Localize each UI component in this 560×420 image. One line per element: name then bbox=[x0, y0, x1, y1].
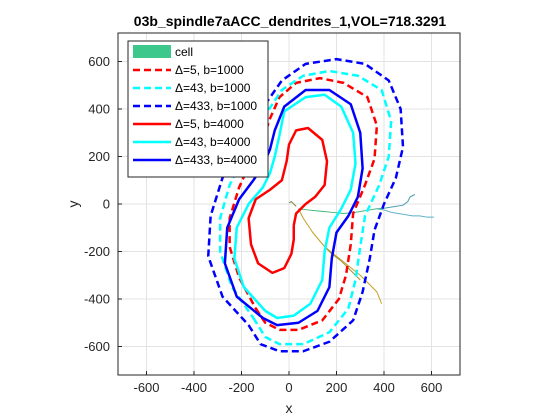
x-tick-label: 0 bbox=[285, 380, 292, 395]
y-tick-label: 600 bbox=[88, 54, 110, 69]
x-tick-label: 200 bbox=[326, 380, 348, 395]
y-tick-label: 200 bbox=[88, 149, 110, 164]
legend-label: Δ=5, b=1000 bbox=[175, 63, 244, 77]
x-tick-label: 400 bbox=[373, 380, 395, 395]
y-tick-label: -200 bbox=[84, 244, 110, 259]
y-tick-label: -400 bbox=[84, 292, 110, 307]
neurite-segment bbox=[298, 208, 383, 304]
legend: cell Δ=5, b=1000 Δ=43, b=1000 Δ=433, b=1000… bbox=[127, 40, 269, 178]
chart-title: 03b_spindle7aACC_dendrites_1,VOL=718.329… bbox=[134, 13, 447, 29]
contour-series-3 bbox=[207, 57, 405, 353]
legend-label: cell bbox=[175, 45, 193, 59]
legend-label: Δ=43, b=1000 bbox=[175, 81, 251, 95]
contour-series-6 bbox=[223, 88, 364, 327]
neurite-segment bbox=[376, 208, 434, 218]
contour-series-4 bbox=[247, 126, 329, 275]
y-tick-label: 400 bbox=[88, 102, 110, 117]
legend-box bbox=[127, 40, 269, 178]
legend-label: Δ=43, b=4000 bbox=[175, 135, 251, 149]
neurite-segment bbox=[383, 194, 416, 209]
neurite-segment bbox=[288, 201, 297, 207]
legend-label: Δ=433, b=1000 bbox=[175, 99, 257, 113]
neurite-segment bbox=[324, 246, 361, 281]
y-axis-label: y bbox=[65, 201, 81, 208]
contour-series-2 bbox=[218, 69, 393, 346]
legend-label: Δ=5, b=4000 bbox=[175, 117, 244, 131]
axes: -600 -400 -200 0 200 400 600 -600 -400 -200 0 200 40… bbox=[84, 32, 461, 395]
data-layer bbox=[207, 57, 434, 353]
x-tick-label: -600 bbox=[133, 380, 159, 395]
x-tick-label: 600 bbox=[421, 380, 443, 395]
legend-label: Δ=433, b=4000 bbox=[175, 153, 257, 167]
legend-swatch bbox=[133, 45, 171, 58]
x-axis-label: x bbox=[286, 400, 293, 416]
contour-series-5 bbox=[233, 93, 357, 320]
x-tick-label: -200 bbox=[228, 380, 254, 395]
contour-series-1 bbox=[228, 76, 379, 332]
y-tick-label: -600 bbox=[84, 339, 110, 354]
x-tick-label: -400 bbox=[181, 380, 207, 395]
y-tick-label: 0 bbox=[103, 197, 110, 212]
